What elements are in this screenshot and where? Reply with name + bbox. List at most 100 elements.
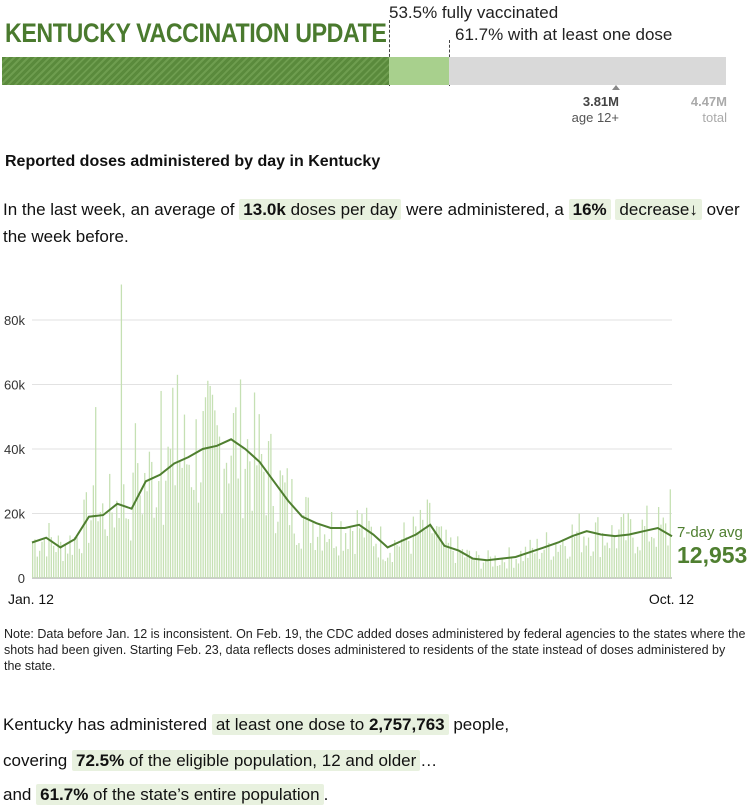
daily-bar [368, 520, 370, 578]
fully-vaccinated-marker [389, 20, 390, 86]
daily-bar [527, 557, 529, 578]
daily-bar [281, 475, 284, 578]
daily-bar [249, 461, 251, 578]
daily-bar [499, 565, 501, 578]
change-pct-highlight: 16% [568, 199, 611, 220]
daily-bar [214, 410, 216, 578]
eligible-pop-value: 3.81M [582, 94, 619, 109]
daily-bar [263, 471, 265, 578]
daily-bar [251, 510, 253, 578]
daily-bar [482, 562, 485, 578]
daily-bar [599, 557, 601, 578]
daily-bar [144, 472, 146, 578]
daily-bar [590, 555, 592, 578]
daily-bar [433, 532, 436, 578]
daily-bar [606, 542, 608, 578]
daily-bar [235, 407, 237, 578]
daily-bar [48, 522, 50, 578]
daily-bar [412, 516, 415, 578]
daily-bar [67, 553, 69, 578]
stat3-pre: and [3, 785, 32, 804]
stat2-pct: 72.5% [76, 751, 125, 770]
daily-bar [464, 557, 466, 578]
daily-bar [337, 555, 340, 578]
daily-bar [578, 513, 580, 578]
daily-bar [78, 548, 80, 578]
daily-bar [611, 525, 613, 578]
daily-bar [202, 411, 204, 578]
daily-bar [109, 473, 111, 578]
daily-bar [211, 394, 214, 578]
daily-bar [106, 535, 109, 578]
daily-bar [396, 545, 398, 578]
daily-bar [309, 543, 312, 578]
daily-bar [176, 374, 179, 578]
daily-bar [260, 453, 263, 578]
daily-bar [517, 563, 520, 578]
daily-bar [627, 512, 629, 578]
daily-bar [377, 557, 379, 578]
daily-bar [50, 537, 52, 578]
daily-bar [223, 468, 225, 578]
daily-bar [328, 538, 330, 578]
daily-bar [344, 533, 347, 578]
daily-bar [501, 557, 503, 578]
stat1-post: people, [453, 715, 510, 734]
stat-line-1: Kentucky has administered at least one d… [3, 714, 510, 735]
one-dose-label: 61.7% with at least one dose [455, 25, 673, 44]
daily-bar [298, 543, 300, 578]
daily-bar [545, 532, 548, 578]
daily-bar [548, 542, 550, 578]
daily-bar [314, 550, 316, 578]
stat1-highlight: at least one dose to 2,757,763 [211, 714, 449, 735]
stat-line-3: and 61.7% of the state’s entire populati… [3, 784, 328, 805]
daily-bar [174, 485, 176, 578]
daily-bar [302, 515, 305, 578]
daily-bar [641, 519, 643, 578]
daily-bar [335, 546, 337, 578]
daily-bar [625, 540, 627, 578]
daily-bar [585, 545, 587, 578]
daily-bar [43, 538, 45, 578]
daily-bar [354, 553, 356, 578]
chart-note: Note: Data before Jan. 12 is inconsisten… [4, 627, 746, 673]
daily-bar [342, 550, 344, 578]
daily-bar [450, 537, 452, 578]
stat3-hl-text: of the state’s entire population [93, 785, 320, 804]
daily-bar [356, 510, 358, 578]
daily-bar [454, 562, 457, 578]
daily-bar [494, 555, 496, 578]
daily-bar [534, 553, 536, 578]
daily-bar [230, 455, 232, 578]
daily-bar [664, 523, 667, 578]
daily-bar [130, 540, 132, 578]
daily-bar [274, 533, 277, 578]
daily-bar [394, 540, 396, 578]
daily-bar [580, 552, 583, 578]
daily-bar [468, 550, 471, 578]
daily-bar [562, 539, 564, 578]
daily-bar [225, 462, 228, 578]
daily-bar [312, 522, 314, 578]
daily-bar [272, 506, 274, 578]
daily-bar [183, 414, 186, 578]
daily-bar [485, 560, 487, 578]
daily-bar [629, 519, 632, 578]
chart-bars [32, 284, 671, 578]
daily-bar [158, 481, 160, 578]
daily-bar [370, 526, 372, 578]
daily-bar [503, 562, 506, 578]
daily-bar [120, 284, 123, 578]
daily-bar [111, 512, 113, 578]
daily-bar [307, 497, 309, 578]
daily-bar [74, 537, 76, 578]
daily-bar [195, 419, 197, 578]
daily-bar [576, 531, 578, 578]
stat2-highlight: 72.5% of the eligible population, 12 and… [72, 750, 421, 771]
daily-bar [587, 537, 590, 578]
daily-bar [162, 524, 165, 578]
daily-bar [95, 407, 97, 578]
y-tick-label: 0 [18, 571, 25, 586]
x-start-label: Jan. 12 [8, 591, 54, 607]
daily-bar [291, 478, 293, 578]
